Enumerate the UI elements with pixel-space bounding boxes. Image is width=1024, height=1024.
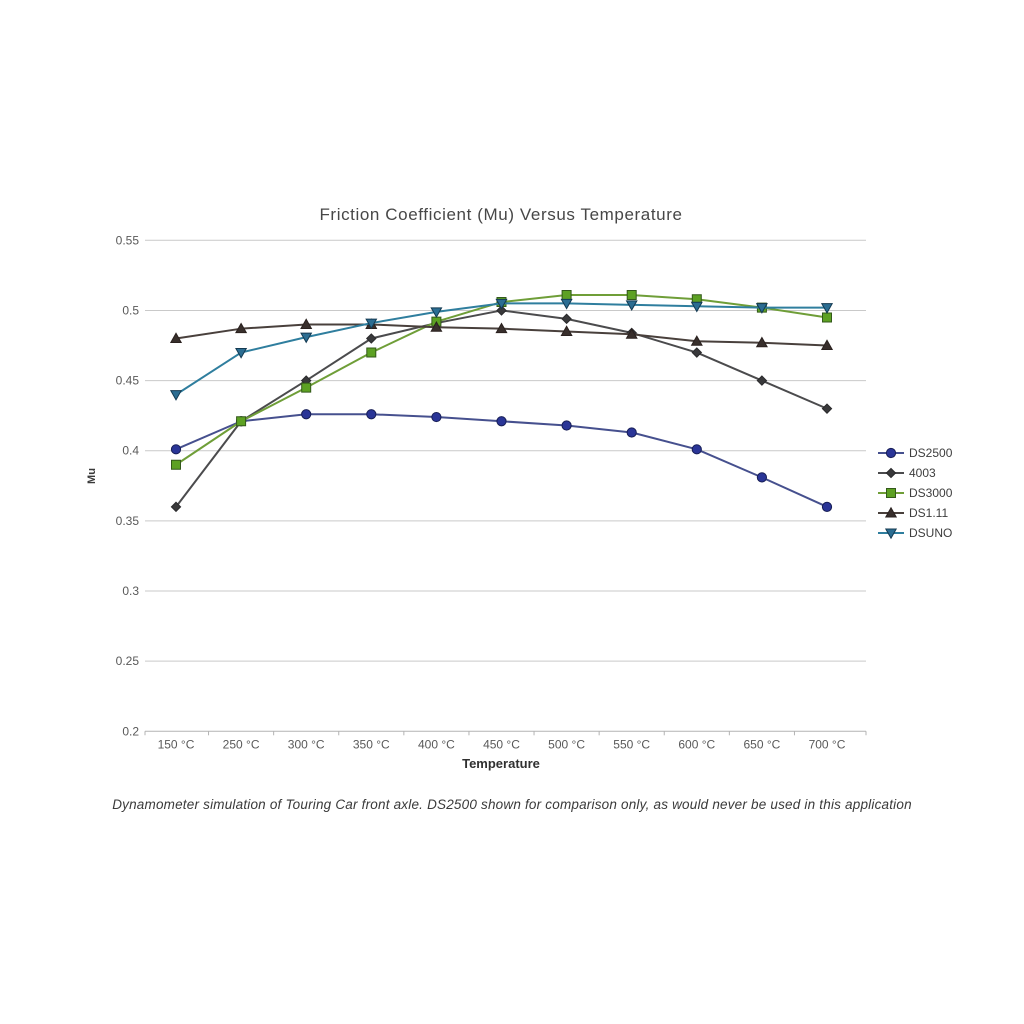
marker-4003 [691, 347, 703, 358]
legend-item-4003: 4003 [876, 464, 952, 482]
legend-label: 4003 [909, 466, 936, 480]
marker-DS1.11 [690, 335, 703, 346]
marker-DSUNO [495, 298, 508, 310]
marker-DS1.11 [560, 325, 573, 336]
legend-item-DS2500: DS2500 [876, 444, 952, 462]
chart-title: Friction Coefficient (Mu) Versus Tempera… [319, 205, 683, 224]
x-tick-label: 600 °C [678, 737, 715, 751]
marker-DSUNO [755, 303, 768, 314]
chart-caption: Dynamometer simulation of Touring Car fr… [112, 797, 912, 812]
marker-DSUNO [169, 390, 183, 401]
legend-item-DS1.11: DS1.11 [876, 504, 952, 522]
series-4003 [170, 305, 833, 513]
marker-DSUNO [430, 307, 443, 319]
marker-4003 [821, 403, 833, 414]
marker-DS3000 [886, 488, 896, 498]
marker-DS3000 [366, 347, 377, 358]
legend-marker-DS2500-icon [878, 447, 904, 459]
marker-DS2500 [431, 411, 442, 423]
marker-DS2500 [821, 501, 833, 512]
marker-DS3000 [236, 416, 247, 427]
marker-DS1.11 [884, 506, 898, 518]
legend-marker-DSUNO-icon [878, 528, 904, 540]
marker-DS2500 [756, 472, 768, 483]
marker-DS1.11 [430, 321, 443, 332]
legend-label: DSUNO [909, 526, 953, 540]
legend-label: DS2500 [909, 446, 953, 460]
line-DS3000 [175, 294, 828, 466]
marker-DS1.11 [235, 322, 248, 334]
x-tick-label: 400 °C [418, 737, 455, 751]
x-tick-label: 350 °C [353, 737, 390, 751]
marker-DS3000 [301, 382, 312, 393]
marker-4003 [885, 467, 897, 479]
legend-label: DS3000 [909, 486, 953, 500]
marker-DSUNO [690, 301, 703, 313]
marker-DS2500 [366, 409, 377, 420]
series-DS1.11 [169, 318, 834, 351]
marker-DSUNO [235, 348, 248, 359]
marker-4003 [561, 313, 572, 325]
marker-DSUNO [884, 528, 898, 540]
marker-DS1.11 [820, 339, 834, 351]
line-4003 [175, 309, 828, 508]
series-DSUNO [169, 298, 834, 401]
y-tick-label: 0.5 [122, 303, 139, 317]
legend-marker-4003-icon [878, 467, 904, 479]
x-tick-label: 550 °C [613, 737, 650, 751]
marker-DS3000 [561, 290, 572, 301]
marker-4003 [170, 501, 182, 513]
marker-DS3000 [626, 290, 637, 301]
legend-item-DSUNO: DSUNO [876, 524, 952, 542]
marker-DS2500 [626, 427, 637, 438]
marker-DSUNO [560, 298, 573, 310]
marker-4003 [756, 375, 768, 386]
marker-DS2500 [691, 444, 702, 455]
marker-4003 [496, 305, 507, 316]
x-tick-label: 300 °C [288, 737, 325, 751]
x-tick-label: 450 °C [483, 737, 520, 751]
x-tick-label: 700 °C [809, 737, 846, 751]
marker-DS1.11 [625, 328, 638, 339]
x-tick-label: 500 °C [548, 737, 585, 751]
marker-DS1.11 [169, 332, 183, 343]
marker-DSUNO [300, 332, 313, 344]
marker-DSUNO [365, 318, 378, 330]
marker-DS2500 [885, 447, 897, 459]
marker-DS1.11 [495, 322, 508, 334]
marker-DS3000 [822, 312, 832, 323]
legend-marker-DS1.11-icon [878, 506, 904, 518]
y-tick-label: 0.55 [116, 233, 140, 247]
x-tick-label: 250 °C [223, 737, 260, 751]
y-tick-label: 0.25 [116, 654, 140, 668]
y-tick-label: 0.45 [116, 374, 140, 388]
marker-DS2500 [561, 420, 572, 431]
legend-marker-DS3000-icon [878, 488, 904, 498]
y-tick-label: 0.2 [122, 724, 139, 738]
x-tick-label: 150 °C [158, 737, 195, 751]
chart-legend: DS2500 4003 DS3000 DS1.11 DSUNO [876, 444, 952, 542]
x-axis-title: Temperature [462, 756, 540, 771]
marker-DSUNO [820, 303, 834, 314]
line-DS2500 [175, 413, 828, 508]
marker-4003 [365, 333, 377, 344]
y-tick-label: 0.4 [122, 444, 139, 458]
series-DS2500 [170, 409, 833, 512]
x-tick-label: 650 °C [743, 737, 780, 751]
legend-item-DS3000: DS3000 [876, 484, 952, 502]
marker-DS1.11 [755, 336, 768, 348]
series-DS3000 [171, 290, 832, 470]
legend-label: DS1.11 [909, 506, 949, 520]
marker-DS2500 [496, 416, 507, 427]
y-tick-label: 0.35 [116, 514, 140, 528]
marker-DS2500 [301, 409, 312, 420]
marker-DS3000 [171, 459, 181, 470]
marker-DS2500 [170, 444, 182, 455]
marker-DS1.11 [300, 318, 313, 329]
y-tick-label: 0.3 [122, 584, 139, 598]
marker-DSUNO [625, 300, 638, 312]
y-axis-title: Mu [86, 468, 98, 484]
chart-plot-area: 0.55 0.5 0.45 0.4 0.35 0.3 0.25 0.2 150 °C 250 °C… [116, 233, 867, 751]
